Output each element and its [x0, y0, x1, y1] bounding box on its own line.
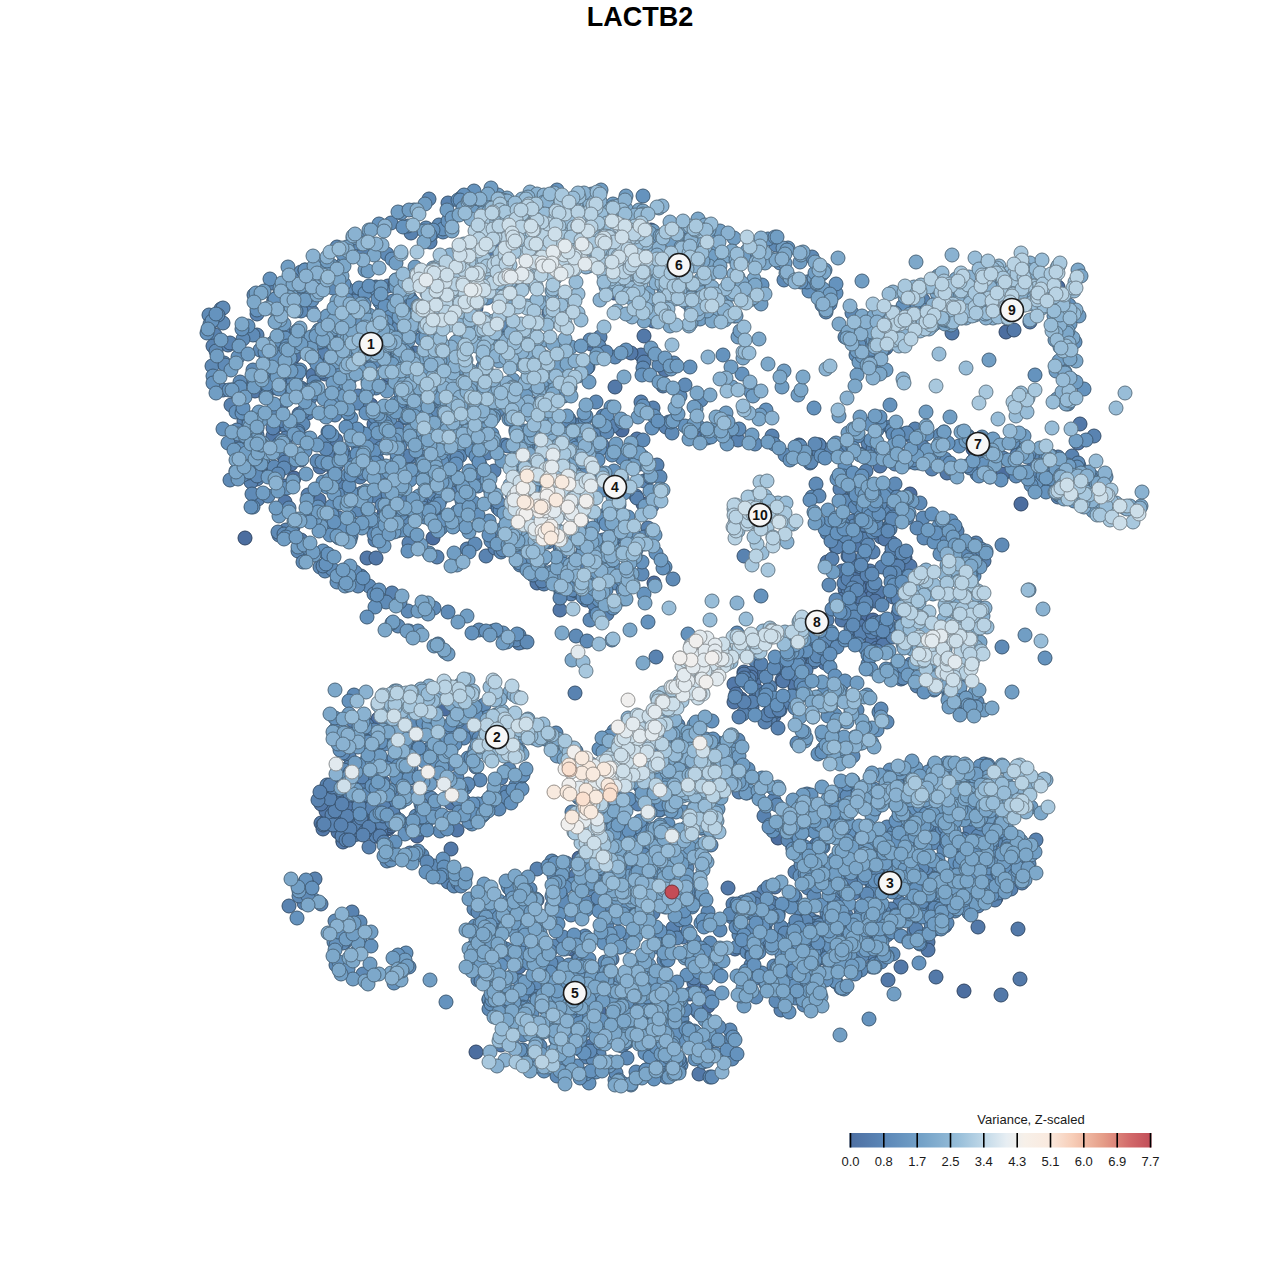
svg-text:4.3: 4.3 [1008, 1154, 1026, 1169]
svg-text:2: 2 [493, 729, 501, 745]
svg-text:6.0: 6.0 [1075, 1154, 1093, 1169]
svg-text:6: 6 [675, 257, 683, 273]
svg-text:LACTB2: LACTB2 [587, 2, 694, 32]
svg-text:5: 5 [571, 985, 579, 1001]
svg-text:1.7: 1.7 [908, 1154, 926, 1169]
svg-text:7.7: 7.7 [1141, 1154, 1159, 1169]
svg-text:3: 3 [886, 875, 894, 891]
svg-text:7: 7 [974, 436, 982, 452]
svg-text:3.4: 3.4 [975, 1154, 993, 1169]
svg-text:0.8: 0.8 [875, 1154, 893, 1169]
svg-text:9: 9 [1008, 302, 1016, 318]
svg-text:2.5: 2.5 [941, 1154, 959, 1169]
svg-text:5.1: 5.1 [1041, 1154, 1059, 1169]
svg-text:6.9: 6.9 [1108, 1154, 1126, 1169]
svg-text:Variance, Z-scaled: Variance, Z-scaled [977, 1112, 1084, 1127]
svg-text:10: 10 [752, 507, 768, 523]
svg-text:1: 1 [367, 336, 375, 352]
svg-text:0.0: 0.0 [841, 1154, 859, 1169]
svg-text:8: 8 [813, 614, 821, 630]
svg-text:4: 4 [611, 479, 619, 495]
